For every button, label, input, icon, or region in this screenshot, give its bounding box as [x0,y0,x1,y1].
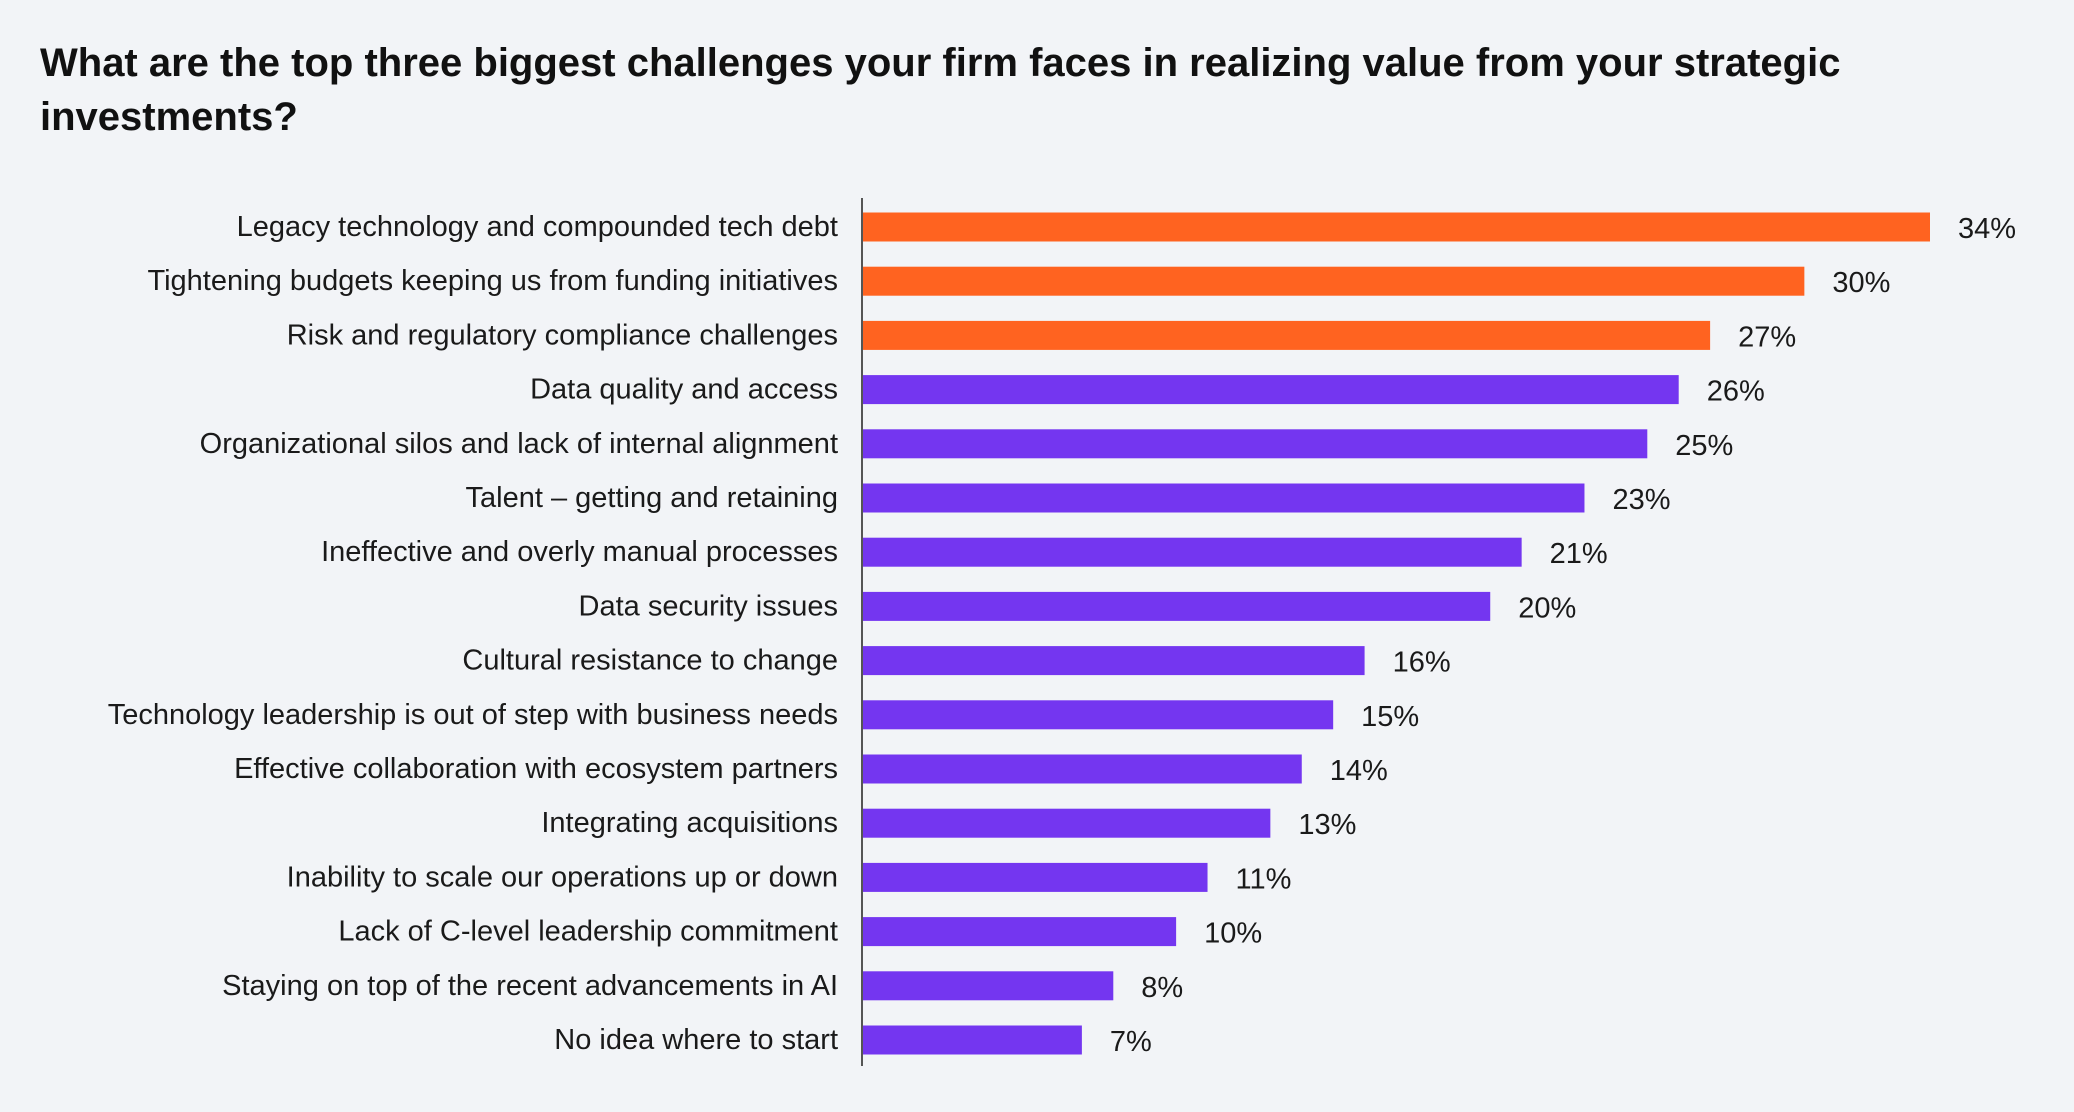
category-label-9: Cultural resistance to change [462,645,838,677]
bar-5 [862,429,1648,459]
value-label-3: 27% [1738,321,1796,353]
bar-15 [862,971,1114,1001]
category-label-4: Data quality and access [530,374,838,406]
bar-13 [862,862,1208,892]
category-label-15: Staying on top of the recent advancement… [222,970,838,1002]
bar-12 [862,808,1271,838]
bar-8 [862,591,1491,621]
category-label-8: Data security issues [579,590,839,622]
category-labels-group: Legacy technology and compounded tech de… [108,211,838,1056]
value-label-9: 16% [1393,647,1451,679]
bar-4 [862,375,1679,405]
value-label-7: 21% [1550,538,1608,570]
category-label-10: Technology leadership is out of step wit… [108,699,838,731]
category-label-6: Talent – getting and retaining [466,482,838,514]
bar-6 [862,483,1585,513]
bars-group [862,212,1930,1055]
bar-14 [862,917,1177,947]
value-label-13: 11% [1236,863,1292,895]
chart-title: What are the top three biggest challenge… [40,41,1841,139]
category-label-12: Integrating acquisitions [541,807,838,839]
category-label-11: Effective collaboration with ecosystem p… [234,753,838,785]
value-label-14: 10% [1204,918,1262,950]
value-label-16: 7% [1110,1026,1152,1058]
value-label-10: 15% [1361,701,1419,733]
bar-11 [862,754,1302,784]
value-label-6: 23% [1612,484,1670,516]
value-label-5: 25% [1675,430,1733,462]
category-label-3: Risk and regulatory compliance challenge… [287,319,838,351]
category-label-1: Legacy technology and compounded tech de… [237,211,838,243]
bar-1 [862,212,1930,242]
value-label-1: 34% [1958,213,2016,245]
bar-16 [862,1025,1082,1055]
bar-9 [862,646,1365,676]
category-label-14: Lack of C-level leadership commitment [338,916,838,948]
category-label-13: Inability to scale our operations up or … [287,861,838,893]
category-label-16: No idea where to start [554,1024,838,1056]
value-label-11: 14% [1330,755,1388,787]
bar-3 [862,320,1711,350]
bar-2 [862,266,1805,296]
bar-7 [862,537,1522,567]
value-labels-group: 34% 30% 27% 26% 25%23%21% 20% 16% 15% 14% 13%11% 1… [1110,213,2016,1058]
bar-10 [862,700,1334,730]
category-label-7: Ineffective and overly manual processes [321,536,838,568]
category-label-2: Tightening budgets keeping us from fundi… [147,265,838,297]
category-label-5: Organizational silos and lack of interna… [200,428,838,460]
value-label-4: 26% [1707,376,1765,408]
value-label-15: 8% [1141,972,1183,1004]
value-label-2: 30% [1832,267,1890,299]
value-label-12: 13% [1298,809,1356,841]
value-label-8: 20% [1518,592,1576,624]
